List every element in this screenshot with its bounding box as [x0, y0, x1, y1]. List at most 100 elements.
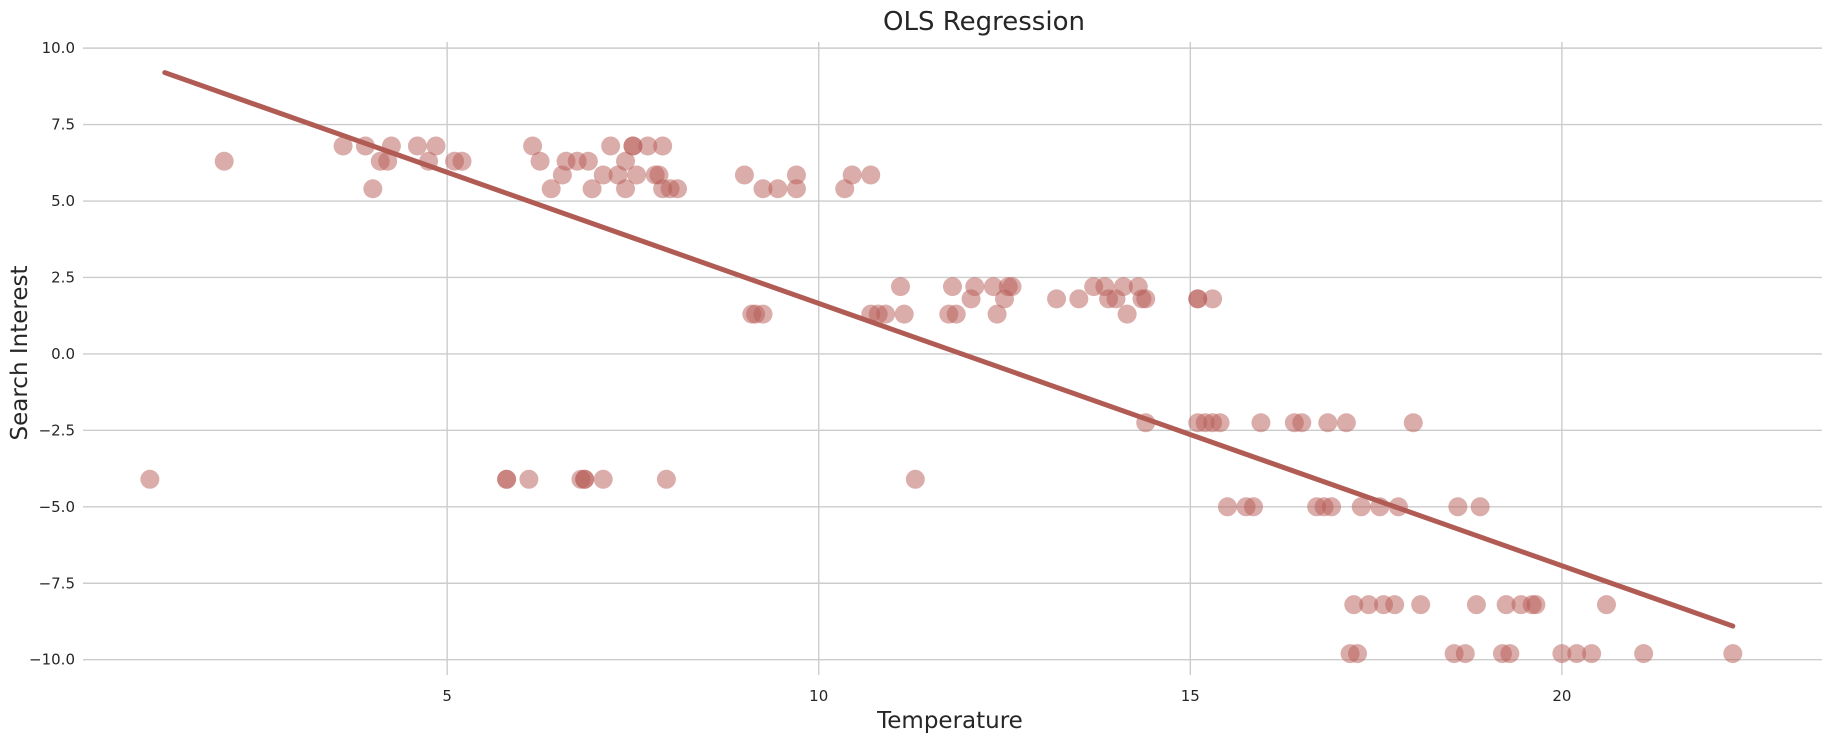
scatter-point [753, 304, 773, 324]
x-axis-label: Temperature [876, 708, 1023, 734]
scatter-point [1403, 413, 1423, 433]
scatter-point [653, 136, 673, 156]
scatter-point [1217, 497, 1237, 517]
scatter-point [616, 151, 636, 171]
scatter-point [1136, 289, 1156, 309]
scatter-point [786, 165, 806, 185]
scatter-point [1318, 413, 1338, 433]
scatter-point [1336, 413, 1356, 433]
y-tick-label: −5.0 [39, 498, 75, 516]
x-tick-label: 5 [442, 687, 452, 705]
y-tick-label: −10.0 [29, 651, 75, 669]
scatter-point [1455, 644, 1475, 664]
scatter-point [1496, 595, 1516, 615]
scatter-point [452, 151, 472, 171]
scatter-point [946, 304, 966, 324]
scatter-point [1466, 595, 1486, 615]
scatter-point [1243, 497, 1263, 517]
y-tick-label: 2.5 [51, 268, 75, 286]
scatter-point [578, 151, 598, 171]
scatter-point [1047, 289, 1067, 309]
scatter-point [541, 179, 561, 199]
y-axis-label: Search Interest [7, 266, 33, 441]
scatter-point [1385, 595, 1405, 615]
scatter-point [214, 151, 234, 171]
scatter-point [842, 165, 862, 185]
scatter-point [530, 151, 550, 171]
scatter-point [407, 136, 427, 156]
scatter-point [1582, 644, 1602, 664]
scatter-point [1117, 304, 1137, 324]
scatter-point [1723, 644, 1743, 664]
scatter-point [1348, 644, 1368, 664]
scatter-point [378, 151, 398, 171]
scatter-point [876, 304, 896, 324]
scatter-point [363, 179, 383, 199]
scatter-point [1203, 289, 1223, 309]
scatter-point [593, 165, 613, 185]
scatter-point [1210, 413, 1230, 433]
scatter-point [894, 304, 914, 324]
y-tick-label: −2.5 [39, 421, 75, 439]
scatter-point [943, 277, 962, 297]
scatter-point [333, 136, 353, 156]
y-tick-label: 10.0 [42, 39, 75, 57]
y-tick-label: 0.0 [51, 345, 75, 363]
regression-line-layer [162, 70, 1736, 629]
grid-lines [83, 42, 1822, 675]
scatter-point [616, 179, 636, 199]
scatter-point [1500, 644, 1520, 664]
scatter-point [1322, 497, 1342, 517]
scatter-point [965, 277, 985, 297]
scatter-point [519, 469, 539, 489]
scatter-point [1470, 497, 1490, 517]
scatter-point [861, 165, 881, 185]
scatter-point [1002, 277, 1022, 297]
y-tick-label: −7.5 [39, 574, 75, 592]
scatter-point [1596, 595, 1616, 615]
scatter-point [1448, 497, 1468, 517]
scatter-point [1634, 644, 1654, 664]
chart-title: OLS Regression [883, 7, 1085, 37]
scatter-point [1359, 595, 1379, 615]
scatter-point [575, 469, 595, 489]
scatter-point [523, 136, 543, 156]
scatter-point [627, 165, 647, 185]
scatter-point [786, 179, 806, 199]
scatter-point [1188, 289, 1208, 309]
scatter-point [983, 277, 1003, 297]
scatter-point [1526, 595, 1546, 615]
scatter-point [890, 277, 910, 297]
scatter-point [1344, 595, 1364, 615]
scatter-point [140, 469, 160, 489]
scatter-point [753, 179, 773, 199]
regression-line [162, 70, 1736, 629]
x-tick-label: 20 [1552, 687, 1571, 705]
scatter-point [623, 136, 643, 156]
scatter-point [734, 165, 754, 185]
scatter-point [1113, 277, 1133, 297]
scatter-point [1251, 413, 1271, 433]
y-tick-label: 5.0 [51, 192, 75, 210]
scatter-point [656, 469, 676, 489]
scatter-point [1351, 497, 1371, 517]
scatter-point [768, 179, 788, 199]
x-tick-label: 10 [809, 687, 828, 705]
scatter-point [1567, 644, 1587, 664]
scatter-point [582, 179, 602, 199]
scatter-point [668, 179, 688, 199]
scatter-points [140, 136, 1743, 664]
scatter-point [905, 469, 925, 489]
x-tick-label: 15 [1181, 687, 1200, 705]
scatter-point [601, 136, 621, 156]
scatter-point [1552, 644, 1572, 664]
scatter-point [1292, 413, 1312, 433]
scatter-point [593, 469, 613, 489]
scatter-point [426, 136, 446, 156]
tick-labels: 10.0 7.5 5.0 2.5 0.0 −2.5 −5.0 −7.5 −10.0 5 10 15 20 [29, 39, 1571, 705]
y-tick-label: 7.5 [51, 116, 75, 134]
scatter-point [1069, 289, 1089, 309]
scatter-point [987, 304, 1007, 324]
scatter-point [497, 469, 517, 489]
